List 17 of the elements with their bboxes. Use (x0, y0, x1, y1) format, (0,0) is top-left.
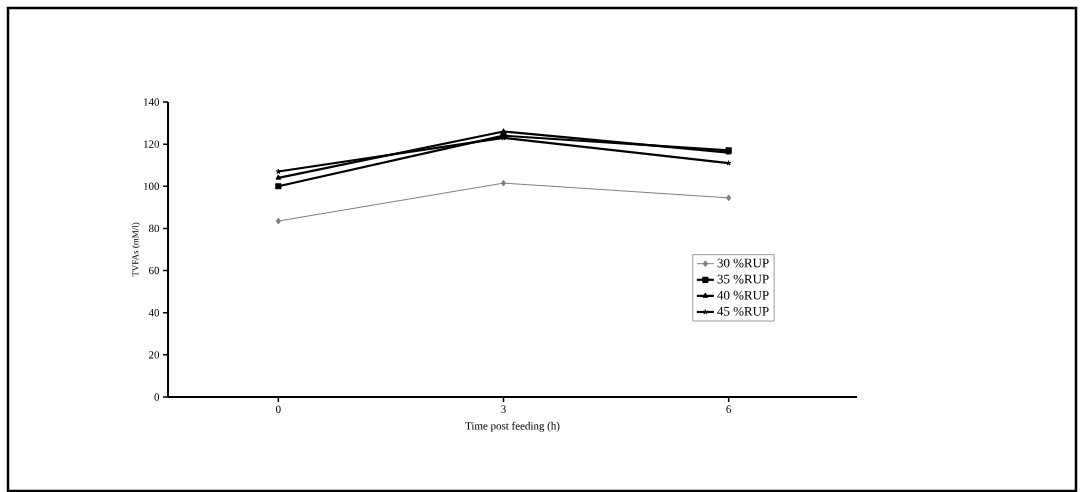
x-tick-label: 6 (726, 405, 732, 413)
y-tick-label: 60 (149, 266, 160, 275)
legend-label: 35 %RUP (717, 274, 769, 284)
legend-label: 30 %RUP (717, 258, 769, 268)
x-axis-title: Time post feeding (h) (465, 421, 560, 432)
y-tick-label: 40 (148, 308, 160, 317)
legend-label: 45 %RUP (717, 306, 769, 316)
y-axis-title: TVFAs (mM/l) (132, 222, 141, 277)
x-tick-label: 0 (276, 405, 281, 413)
y-tick-label: 120 (144, 140, 160, 148)
y-tick-label: 100 (144, 182, 160, 190)
y-tick-label: 0 (154, 393, 160, 401)
y-tick-label: 140 (144, 98, 160, 106)
y-tick-label: 80 (148, 224, 160, 232)
legend-label: 40 %RUP (717, 290, 769, 300)
x-tick-label: 3 (501, 405, 506, 413)
y-tick-label: 20 (149, 351, 160, 359)
